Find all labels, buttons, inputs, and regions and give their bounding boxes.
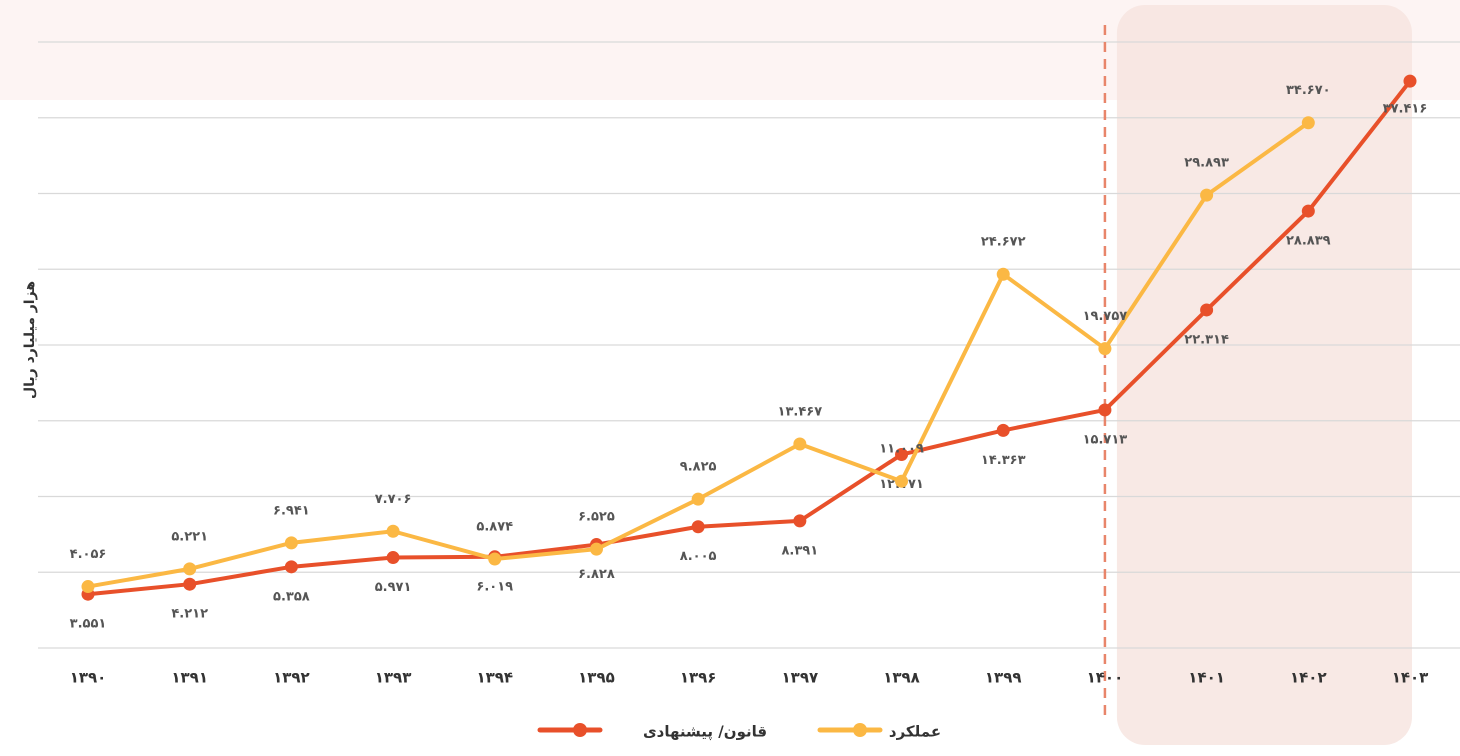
data-label: ۲۲.۳۱۴ (1184, 332, 1229, 347)
data-point (81, 580, 95, 594)
x-tick-label: ۱۳۹۴ (476, 669, 513, 687)
data-point (1403, 74, 1417, 88)
data-label: ۲۸.۸۳۹ (1286, 234, 1331, 249)
data-point (895, 474, 909, 488)
data-point (386, 551, 400, 565)
data-point (1200, 303, 1214, 317)
data-label: ۱۳.۴۶۷ (778, 404, 823, 419)
data-point (1200, 188, 1214, 202)
data-point (183, 562, 197, 576)
data-point (793, 437, 807, 451)
x-tick-label: ۱۳۹۸ (883, 669, 920, 687)
x-tick-label: ۱۳۹۷ (782, 669, 819, 687)
data-point (284, 560, 298, 574)
data-label: ۶.۹۴۱ (273, 503, 310, 518)
x-tick-label: ۱۴۰۰ (1087, 669, 1124, 687)
data-label: ۵.۹۷۱ (375, 580, 412, 595)
x-tick-label: ۱۴۰۲ (1290, 669, 1327, 687)
data-label: ۴.۰۵۶ (70, 547, 107, 562)
data-point (996, 267, 1010, 281)
data-point (691, 492, 705, 506)
data-point (996, 423, 1010, 437)
data-label: ۵.۲۲۱ (171, 529, 208, 544)
data-label: ۳۷.۴۱۶ (1383, 102, 1428, 117)
x-tick-label: ۱۳۹۱ (171, 669, 208, 687)
data-point (1301, 204, 1315, 218)
x-tick-label: ۱۴۰۳ (1392, 669, 1429, 687)
data-label: ۹.۸۲۵ (680, 460, 717, 475)
y-axis-label: هزار میلیارد ریال (22, 281, 38, 399)
data-label: ۱۵.۷۱۳ (1083, 432, 1128, 447)
data-point (1301, 116, 1315, 130)
data-label: ۸.۰۰۵ (680, 549, 717, 564)
data-point (183, 577, 197, 591)
x-tick-label: ۱۳۹۶ (680, 669, 717, 687)
x-tick-label: ۱۳۹۹ (985, 669, 1022, 687)
data-point (284, 536, 298, 550)
data-label: ۶.۵۲۵ (578, 510, 615, 525)
x-tick-label: ۱۳۹۳ (375, 669, 412, 687)
x-tick-label: ۱۳۹۲ (273, 669, 310, 687)
data-label: ۷.۷۰۶ (375, 492, 412, 507)
data-label: ۲۹.۸۹۳ (1184, 156, 1229, 171)
data-label: ۶.۸۲۸ (578, 567, 615, 582)
data-label: ۵.۸۷۴ (476, 520, 513, 535)
data-point (386, 524, 400, 538)
data-label: ۳.۵۵۱ (70, 617, 107, 632)
data-label: ۴.۲۱۲ (171, 607, 208, 622)
data-label: ۶.۰۱۹ (476, 579, 513, 594)
legend-dot (853, 723, 867, 737)
highlight-region (1116, 5, 1412, 745)
data-point (1098, 342, 1112, 356)
legend-label: قانون/ پیشنهادی (643, 723, 767, 742)
series-line (87, 79, 1412, 597)
x-tick-label: ۱۳۹۵ (578, 669, 615, 687)
data-point (1098, 403, 1112, 417)
legend-dot (573, 723, 587, 737)
data-label: ۱۹.۷۵۷ (1083, 309, 1128, 324)
data-point (488, 552, 502, 566)
data-point (589, 542, 603, 556)
x-tick-label: ۱۳۹۰ (70, 669, 107, 687)
background-layer (1116, 5, 1412, 745)
data-label: ۳۴.۶۷۰ (1286, 83, 1331, 98)
data-point (895, 448, 909, 462)
data-label: ۸.۳۹۱ (782, 543, 819, 558)
data-point (793, 514, 807, 528)
data-label: ۲۴.۶۷۲ (981, 235, 1026, 250)
x-tick-label: ۱۴۰۱ (1188, 669, 1225, 687)
data-point (691, 520, 705, 534)
data-label: ۱۴.۳۶۳ (981, 453, 1026, 468)
legend-label: عملکرد (889, 723, 941, 741)
data-label: ۵.۳۵۸ (273, 589, 310, 604)
data-label: ۱۱.۰۰۹ (879, 442, 924, 457)
